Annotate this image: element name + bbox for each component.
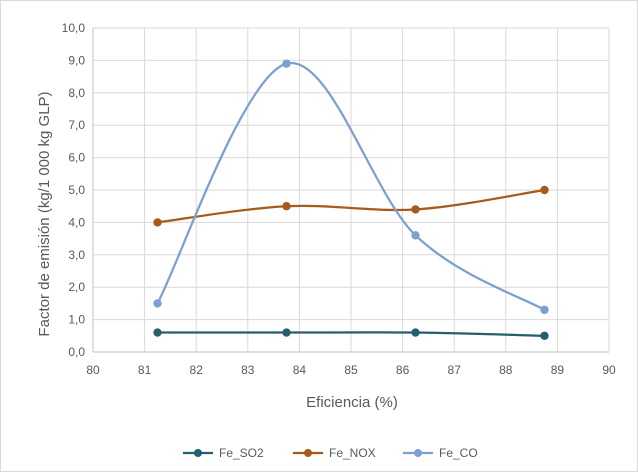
legend-label: Fe_NOX xyxy=(329,446,376,460)
y-tick-label: 9,0 xyxy=(68,53,85,67)
y-axis-title: Factor de emisión (kg/1 000 kg GLP) xyxy=(36,91,53,336)
data-point xyxy=(153,218,162,227)
series-fe-nox xyxy=(153,185,549,227)
data-point xyxy=(540,185,549,195)
legend-marker xyxy=(414,449,422,457)
y-tick-label: 10,0 xyxy=(62,21,86,35)
x-tick-label: 84 xyxy=(293,363,307,377)
y-tick-label: 6,0 xyxy=(68,151,85,165)
legend-label: Fe_CO xyxy=(439,446,478,460)
data-point xyxy=(153,299,162,308)
x-axis-title: Eficiencia (%) xyxy=(306,394,398,411)
x-tick-label: 82 xyxy=(190,363,204,377)
data-point xyxy=(282,202,291,211)
data-point xyxy=(540,331,549,340)
y-tick-label: 3,0 xyxy=(68,248,85,262)
data-point xyxy=(411,231,420,240)
data-point xyxy=(282,59,291,68)
data-point xyxy=(153,328,162,337)
x-tick-label: 86 xyxy=(396,363,410,377)
x-tick-label: 89 xyxy=(551,363,565,377)
data-point xyxy=(282,328,291,337)
legend-item: Fe_CO xyxy=(403,446,478,460)
series-line xyxy=(156,62,546,312)
x-tick-label: 83 xyxy=(241,363,255,377)
x-tick-label: 85 xyxy=(344,363,358,377)
y-tick-label: 5,0 xyxy=(68,183,85,197)
y-tick-label: 0,0 xyxy=(68,345,85,359)
series-lines xyxy=(153,59,549,340)
data-point xyxy=(411,205,420,214)
x-axis-ticks: 80 81 82 83 84 85 86 87 88 89 90 xyxy=(86,363,616,377)
y-tick-label: 7,0 xyxy=(68,118,85,132)
series-line xyxy=(156,331,546,337)
x-tick-label: 80 xyxy=(86,363,100,377)
series-fe-so2 xyxy=(153,328,549,340)
legend-marker xyxy=(194,449,202,457)
legend: Fe_SO2 Fe_NOX Fe_CO xyxy=(183,446,478,460)
y-tick-label: 8,0 xyxy=(68,86,85,100)
y-tick-label: 1,0 xyxy=(68,313,85,327)
y-tick-label: 2,0 xyxy=(68,280,85,294)
series-fe-co xyxy=(153,59,549,315)
legend-item: Fe_SO2 xyxy=(183,446,264,460)
y-axis-ticks: 0,0 1,0 2,0 3,0 4,0 5,0 6,0 7,0 8,0 9,0 10,0 xyxy=(62,21,86,359)
data-point xyxy=(540,305,549,315)
series-line xyxy=(156,188,546,224)
x-tick-label: 90 xyxy=(602,363,616,377)
y-tick-label: 4,0 xyxy=(68,215,85,229)
x-tick-label: 88 xyxy=(499,363,513,377)
x-tick-label: 81 xyxy=(138,363,152,377)
axes xyxy=(92,28,609,353)
x-tick-label: 87 xyxy=(448,363,462,377)
legend-item: Fe_NOX xyxy=(293,446,376,460)
legend-label: Fe_SO2 xyxy=(219,446,264,460)
data-point xyxy=(411,328,420,337)
legend-marker xyxy=(304,449,312,457)
